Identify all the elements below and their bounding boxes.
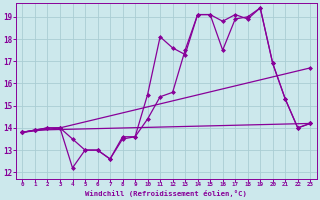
X-axis label: Windchill (Refroidissement éolien,°C): Windchill (Refroidissement éolien,°C): [85, 190, 247, 197]
